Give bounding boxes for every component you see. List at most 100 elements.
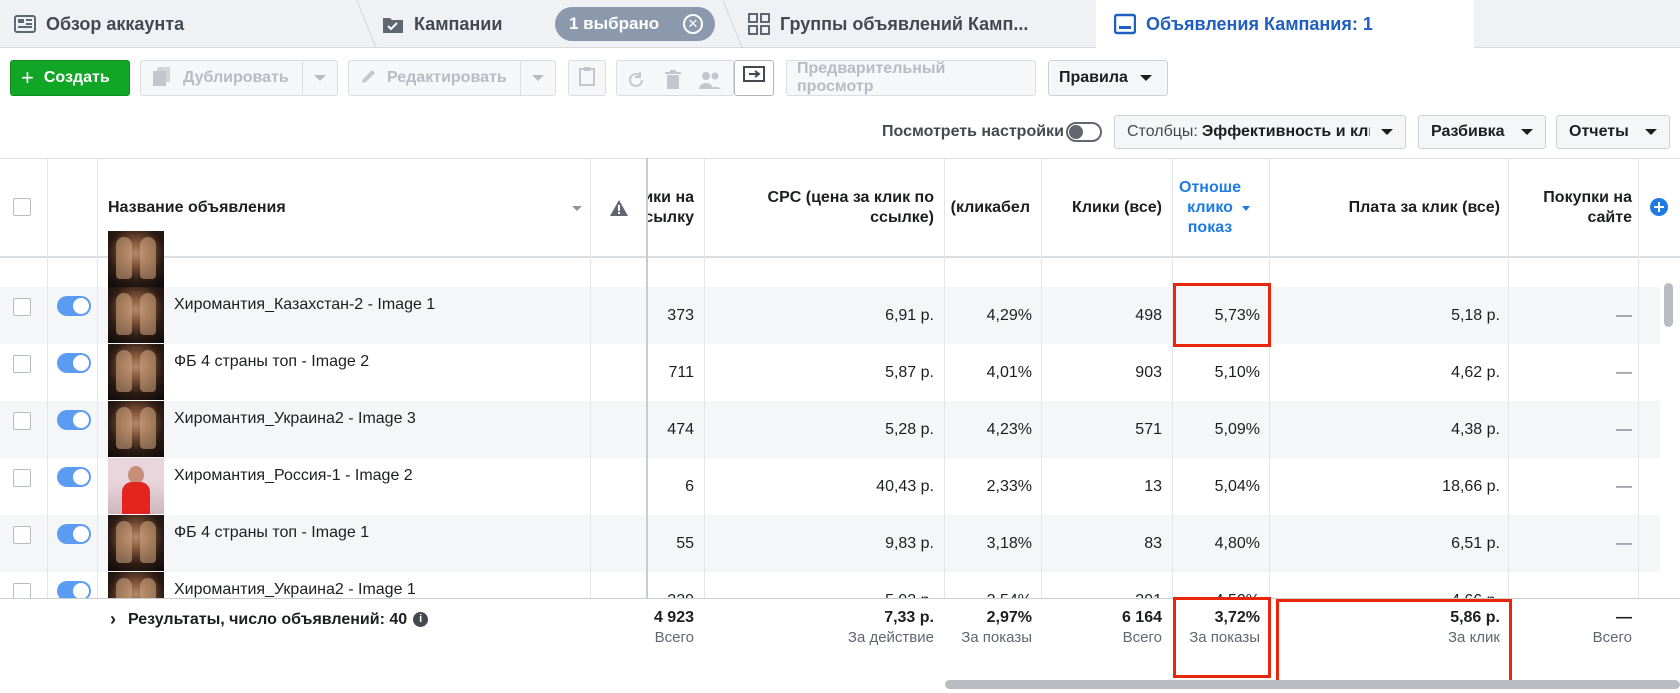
cell-purchases: — bbox=[1510, 287, 1632, 344]
clipboard-button[interactable] bbox=[568, 60, 606, 96]
total-purchases-sub: Всего bbox=[1592, 629, 1632, 646]
row-checkbox[interactable] bbox=[13, 469, 31, 487]
clear-selection-icon[interactable]: ✕ bbox=[683, 14, 703, 34]
tab-label: Кампании bbox=[414, 13, 503, 34]
vertical-scrollbar[interactable] bbox=[1664, 283, 1673, 327]
column-header-link-clicks[interactable]: ики на сылку bbox=[646, 158, 694, 258]
column-header-ctr-all[interactable]: Отноше клико показ bbox=[1174, 158, 1254, 258]
column-divider bbox=[646, 158, 648, 678]
breakdown-label: Разбивка bbox=[1431, 123, 1505, 140]
ad-name-text: Хиромантия_Украина2 - Image 3 bbox=[174, 410, 416, 427]
cell-value: 5,73% bbox=[1214, 306, 1260, 324]
duplicate-button[interactable]: Дублировать bbox=[140, 60, 306, 96]
ab-test-button[interactable] bbox=[734, 60, 774, 96]
cell-value: 2,33% bbox=[986, 477, 1032, 495]
edit-dropdown-button[interactable] bbox=[520, 60, 556, 96]
ad-name[interactable]: ФБ 4 страны топ - Image 2 bbox=[174, 344, 584, 401]
ad-thumbnail bbox=[108, 231, 164, 287]
grid-icon bbox=[748, 13, 770, 35]
edit-button[interactable]: Редактировать bbox=[348, 60, 526, 96]
row-checkbox[interactable] bbox=[13, 355, 31, 373]
ad-name[interactable]: ФБ 4 страны топ - Image 1 bbox=[174, 515, 584, 572]
ad-status-toggle[interactable] bbox=[57, 410, 91, 430]
cell-value: — bbox=[1616, 534, 1632, 552]
total-cpc: 7,33 р. bbox=[884, 609, 934, 626]
add-column-icon[interactable] bbox=[1650, 198, 1668, 221]
cell-ctr-all: 5,73% bbox=[1174, 287, 1260, 344]
ad-name-text: Хиромантия_Украина2 - Image 1 bbox=[174, 581, 416, 598]
ad-thumbnail bbox=[108, 401, 164, 457]
column-divider bbox=[944, 158, 945, 678]
column-header-cpc-all[interactable]: Плата за клик (все) bbox=[1270, 158, 1500, 258]
rules-button[interactable]: Правила bbox=[1048, 60, 1168, 96]
chevron-right-icon: › bbox=[110, 609, 116, 629]
rules-label: Правила bbox=[1059, 69, 1128, 86]
tab-divider bbox=[356, 0, 377, 48]
tab-ads[interactable]: Объявления Кампания: 1 bbox=[1096, 0, 1474, 48]
trash-icon[interactable] bbox=[664, 70, 682, 95]
column-header-clicks-all[interactable]: Клики (все) bbox=[1046, 158, 1162, 258]
cell-ctr-all: 5,04% bbox=[1174, 458, 1260, 515]
row-checkbox[interactable] bbox=[13, 298, 31, 316]
selected-count-chip[interactable]: 1 выбрано ✕ bbox=[555, 7, 715, 41]
column-header-purchases[interactable]: Покупки на сайте bbox=[1510, 158, 1632, 258]
ad-name[interactable]: Хиромантия_Украина2 - Image 1 bbox=[174, 572, 584, 629]
breakdown-button[interactable]: Разбивка bbox=[1418, 115, 1546, 149]
cell-value: 55 bbox=[676, 534, 694, 552]
cell-cpc-all: 6,51 р. bbox=[1270, 515, 1500, 572]
chevron-down-icon bbox=[1139, 75, 1152, 81]
cell-value: 571 bbox=[1135, 420, 1162, 438]
column-header-name[interactable]: Название объявления bbox=[108, 158, 588, 258]
preview-button[interactable]: Предварительный просмотр bbox=[786, 60, 1036, 96]
horizontal-scrollbar[interactable] bbox=[945, 680, 1680, 689]
row-checkbox[interactable] bbox=[13, 412, 31, 430]
info-icon[interactable]: i bbox=[413, 612, 429, 627]
table-row[interactable]: ФБ 4 страны топ - Image 1 55 9,83 р. 3,18% 8… bbox=[0, 515, 1660, 572]
table-row[interactable]: Хиромантия_Россия-1 - Image 2 6 40,43 р. 2,… bbox=[0, 458, 1660, 515]
total-clicks: 6 164 bbox=[1121, 609, 1162, 626]
column-header-ctr[interactable]: (кликабел bbox=[944, 158, 1030, 258]
ad-name[interactable]: Хиромантия_Украина2 - Image 3 bbox=[174, 401, 584, 458]
row-checkbox[interactable] bbox=[13, 526, 31, 544]
table-row[interactable]: Хиромантия_Украина2 - Image 3 474 5,28 р. 4… bbox=[0, 401, 1660, 458]
column-divider bbox=[1269, 158, 1270, 678]
table-row[interactable]: Хиромантия_Казахстан-2 - Image 1 373 6,91 … bbox=[0, 287, 1660, 344]
create-button[interactable]: + Создать bbox=[10, 60, 130, 96]
ad-status-toggle[interactable] bbox=[57, 581, 91, 601]
table-row[interactable]: ФБ 4 страны топ - Image 2 711 5,87 р. 4,01%… bbox=[0, 344, 1660, 401]
tab-bar: Обзор аккаунта Кампании 1 выбрано ✕ Груп… bbox=[0, 0, 1680, 48]
ad-status-toggle[interactable] bbox=[57, 524, 91, 544]
cell-purchases: — bbox=[1510, 344, 1632, 401]
cell-value: 18,66 р. bbox=[1442, 477, 1500, 495]
column-header-cpc[interactable]: CPC (цена за клик по ссылке) bbox=[714, 158, 934, 258]
columns-button[interactable]: Столбцы: Эффективность и кли bbox=[1114, 115, 1406, 149]
cell-value: — bbox=[1616, 363, 1632, 381]
ad-name[interactable]: Хиромантия_Россия-1 - Image 2 bbox=[174, 458, 584, 515]
column-divider bbox=[1638, 158, 1639, 678]
tab-account-overview[interactable]: Обзор аккаунта bbox=[14, 0, 184, 48]
tab-campaigns[interactable]: Кампании bbox=[382, 0, 502, 48]
ad-name[interactable]: Хиромантия_Казахстан-2 - Image 1 bbox=[174, 287, 584, 344]
duplicate-dropdown-button[interactable] bbox=[302, 60, 338, 96]
column-header-label: (кликабел bbox=[950, 199, 1030, 216]
tab-adsets[interactable]: Группы объявлений Камп... bbox=[748, 0, 1028, 48]
ad-status-toggle[interactable] bbox=[57, 467, 91, 487]
cell-value: 6,51 р. bbox=[1451, 534, 1500, 552]
people-icon[interactable] bbox=[699, 70, 721, 95]
cell-value: — bbox=[1616, 420, 1632, 438]
edit-label: Редактировать bbox=[387, 69, 507, 86]
cell-value: 6,91 р. bbox=[885, 306, 934, 324]
cell-cpc-all: 18,66 р. bbox=[1270, 458, 1500, 515]
cell-value: 474 bbox=[667, 420, 694, 438]
select-all-checkbox[interactable] bbox=[13, 198, 31, 216]
view-settings-toggle[interactable] bbox=[1066, 122, 1102, 142]
reports-button[interactable]: Отчеты bbox=[1556, 115, 1670, 149]
column-header-label: Клики (все) bbox=[1072, 199, 1162, 216]
cell-value: 4,23% bbox=[986, 420, 1032, 438]
results-summary[interactable]: › Результаты, число объявлений: 40 i bbox=[110, 609, 429, 630]
refresh-icon[interactable] bbox=[626, 70, 646, 95]
ad-status-toggle[interactable] bbox=[57, 353, 91, 373]
ad-status-toggle[interactable] bbox=[57, 296, 91, 316]
columns-prefix: Столбцы: bbox=[1127, 123, 1198, 140]
cell-ctr: 4,01% bbox=[944, 344, 1032, 401]
